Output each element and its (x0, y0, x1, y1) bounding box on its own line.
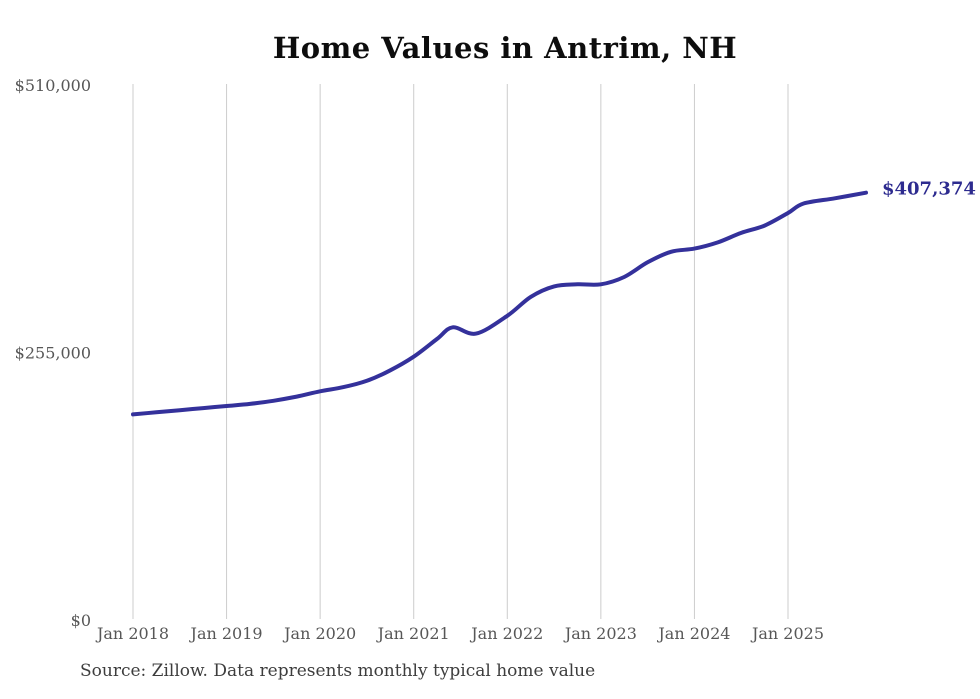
x-tick-label: Jan 2019 (189, 624, 263, 643)
gridlines (132, 84, 789, 619)
x-tick-label: Jan 2018 (95, 624, 169, 643)
series-layer (131, 190, 868, 417)
end-value-label: $407,374 (882, 179, 976, 200)
x-tick-label: Jan 2023 (563, 624, 637, 643)
y-tick-label: $510,000 (15, 76, 91, 95)
x-tick-label: Jan 2025 (750, 624, 824, 643)
chart-title: Home Values in Antrim, NH (272, 31, 738, 65)
x-tick-label: Jan 2021 (376, 624, 450, 643)
y-tick-label: $0 (71, 611, 91, 630)
x-tick-label: Jan 2020 (282, 624, 356, 643)
source-note: Source: Zillow. Data represents monthly … (80, 661, 596, 681)
y-tick-label: $255,000 (15, 344, 91, 363)
x-tick-label: Jan 2022 (469, 624, 543, 643)
home-value-line (131, 190, 868, 417)
x-tick-label: Jan 2024 (656, 624, 730, 643)
axis-labels: Jan 2018 Jan 2019 Jan 2020 Jan 2021 Jan 2022… (15, 76, 976, 643)
